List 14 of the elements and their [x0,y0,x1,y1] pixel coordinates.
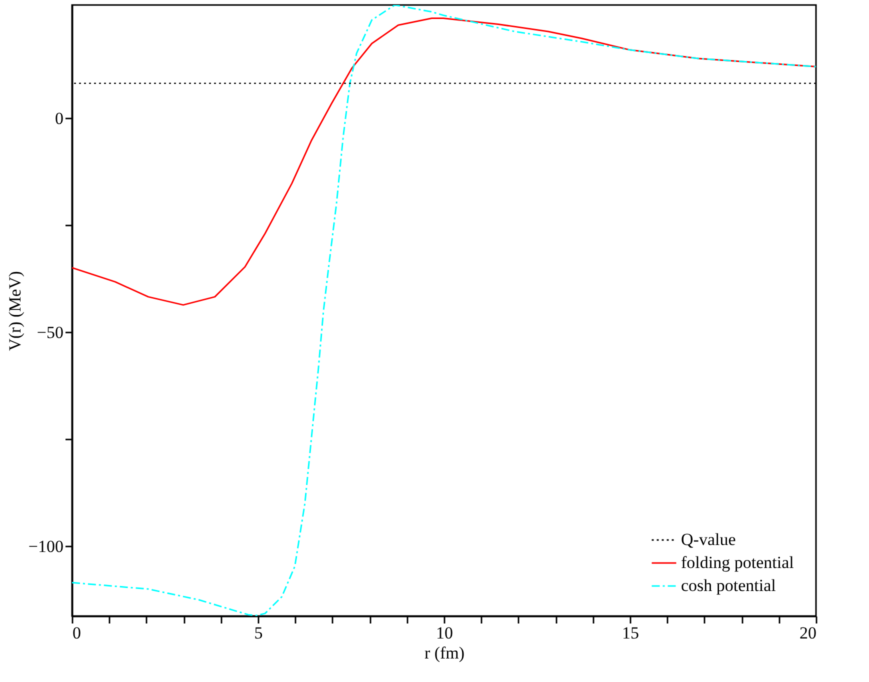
line-series [72,18,816,306]
legend-label: Q-value [681,530,736,549]
y-axis-title: V(r) (MeV) [5,271,24,351]
legend-label: cosh potential [681,576,776,595]
y-tick-label: −50 [36,322,64,342]
x-tick-label: 20 [800,624,816,642]
x-tick-label: 10 [436,624,453,642]
y-tick-label: −100 [28,536,64,556]
x-tick-label: 5 [254,624,263,642]
legend-label: folding potential [681,553,794,572]
x-tick-label: 15 [622,624,639,642]
y-tick-label: 0 [55,108,64,128]
x-tick-label: 0 [72,624,81,642]
x-axis-title: r (fm) [424,644,465,662]
